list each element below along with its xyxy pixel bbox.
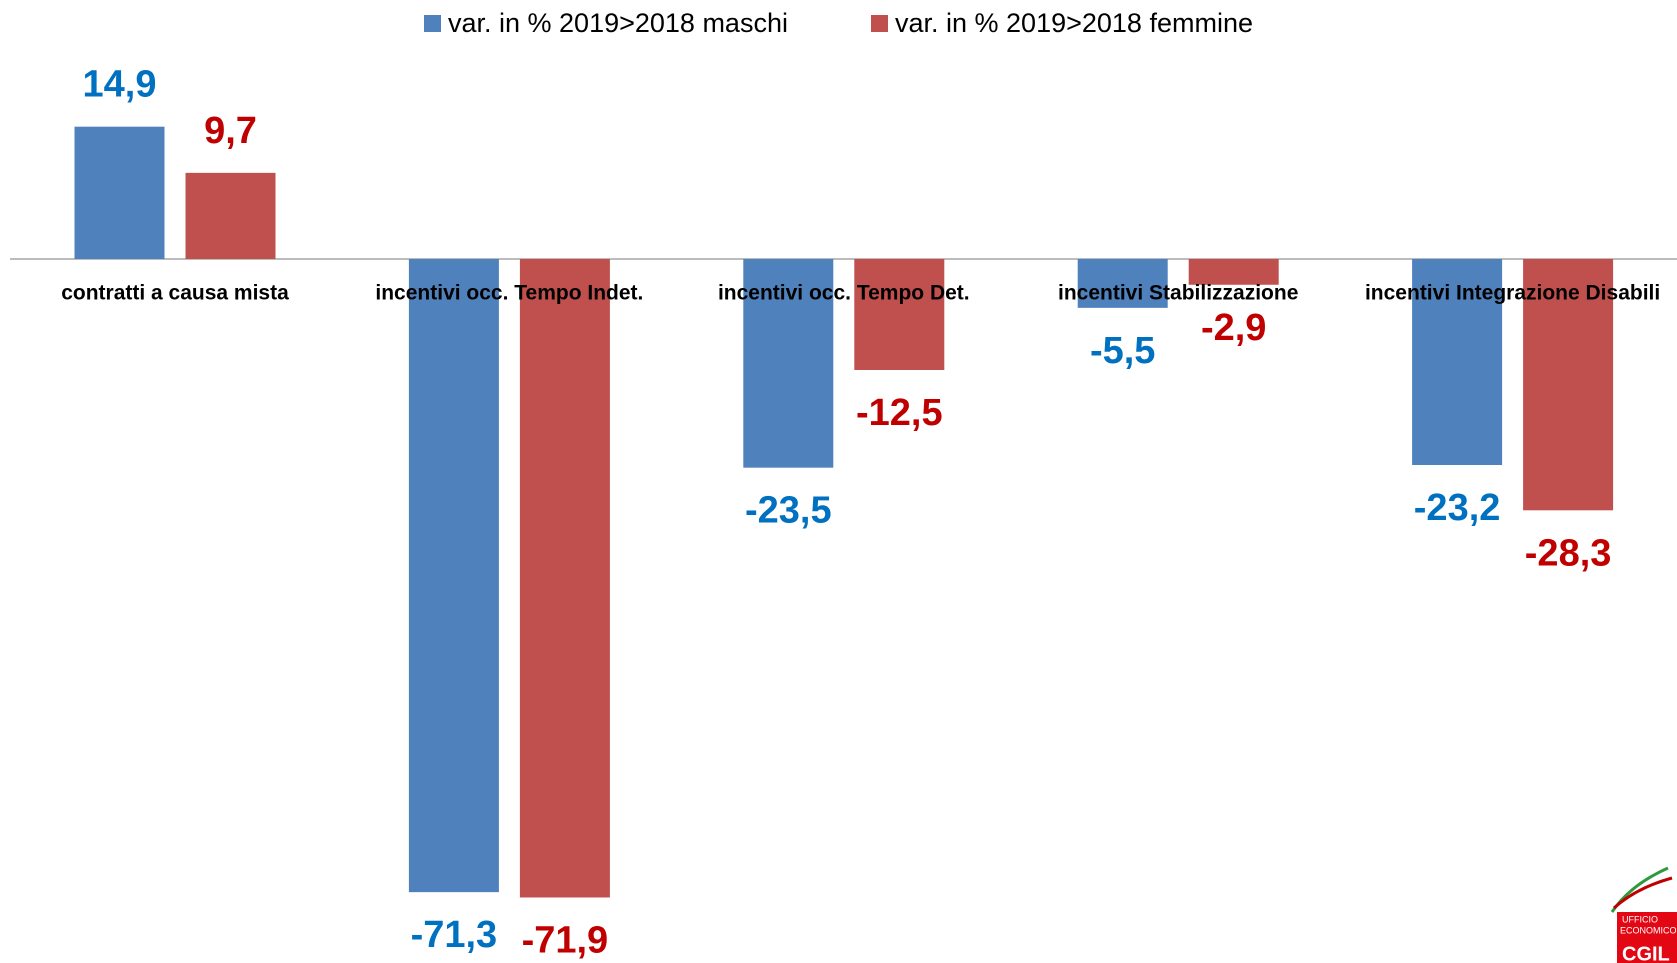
logo-text: CGIL: [1622, 943, 1670, 963]
bar: [519, 259, 610, 898]
x-tick-label: contratti a causa mista: [61, 282, 289, 305]
logo-stroke: [1612, 876, 1673, 910]
bar: [854, 259, 945, 370]
x-tick-label: incentivi occ. Tempo Det.: [718, 282, 970, 305]
logo: UFFICIO ECONOMICO CGIL: [1610, 866, 1677, 963]
bar: [743, 259, 834, 468]
logo-text: UFFICIO: [1622, 914, 1658, 924]
value-label: -23,5: [745, 490, 832, 532]
value-label: -23,2: [1414, 487, 1501, 529]
value-label: -71,9: [522, 920, 609, 962]
value-label: 14,9: [83, 64, 157, 106]
x-tick-label: incentivi Integrazione Disabili: [1365, 282, 1660, 305]
legend-label: var. in % 2019>2018 maschi: [448, 8, 788, 38]
bar: [74, 126, 165, 259]
value-label: -28,3: [1525, 532, 1612, 574]
value-label: -5,5: [1090, 330, 1155, 372]
logo-box: [1617, 912, 1677, 963]
bar: [1077, 259, 1168, 308]
legend-swatch: [424, 15, 441, 32]
bar: [1412, 259, 1503, 466]
bar: [185, 172, 276, 259]
value-label: -2,9: [1201, 307, 1266, 349]
bar: [408, 259, 499, 893]
x-tick-label: incentivi occ. Tempo Indet.: [375, 282, 643, 305]
legend-swatch: [871, 15, 888, 32]
value-label: -12,5: [856, 392, 943, 434]
bar: [1188, 259, 1279, 285]
bar: [1523, 259, 1614, 511]
legend-label: var. in % 2019>2018 femmine: [895, 8, 1253, 38]
value-label: -71,3: [411, 914, 498, 956]
x-tick-label: incentivi Stabilizzazione: [1058, 282, 1298, 305]
value-label: 9,7: [204, 110, 257, 152]
logo-text: ECONOMICO: [1620, 925, 1677, 935]
